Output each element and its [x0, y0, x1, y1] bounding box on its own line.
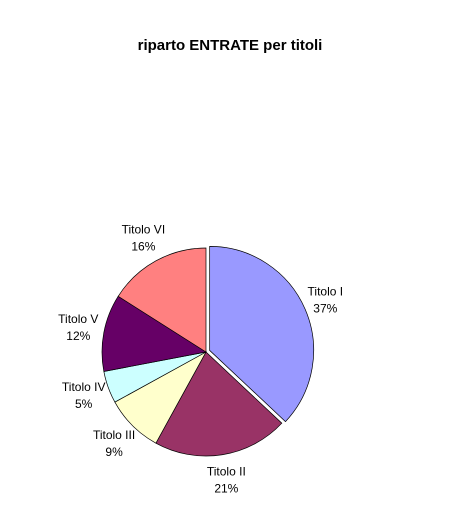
- slice-label: Titolo V: [58, 312, 98, 326]
- slice-value-label: 12%: [66, 329, 90, 343]
- chart-title: riparto ENTRATE per titoli: [138, 37, 323, 54]
- pie-slice: [101, 295, 207, 372]
- pie-slice: [117, 247, 207, 353]
- slice-value-label: 16%: [131, 239, 155, 253]
- pie-slice: [155, 351, 283, 457]
- slice-label: Titolo VI: [122, 222, 166, 236]
- slice-label: Titolo III: [93, 428, 135, 442]
- slice-value-label: 9%: [105, 445, 123, 459]
- slice-label: Titolo II: [207, 465, 246, 479]
- pie-slice: [209, 246, 314, 423]
- slice-label: Titolo I: [308, 285, 344, 299]
- slice-value-label: 37%: [313, 302, 337, 316]
- slice-label: Titolo IV: [62, 380, 106, 394]
- slice-value-label: 5%: [75, 397, 93, 411]
- slice-value-label: 21%: [214, 482, 238, 496]
